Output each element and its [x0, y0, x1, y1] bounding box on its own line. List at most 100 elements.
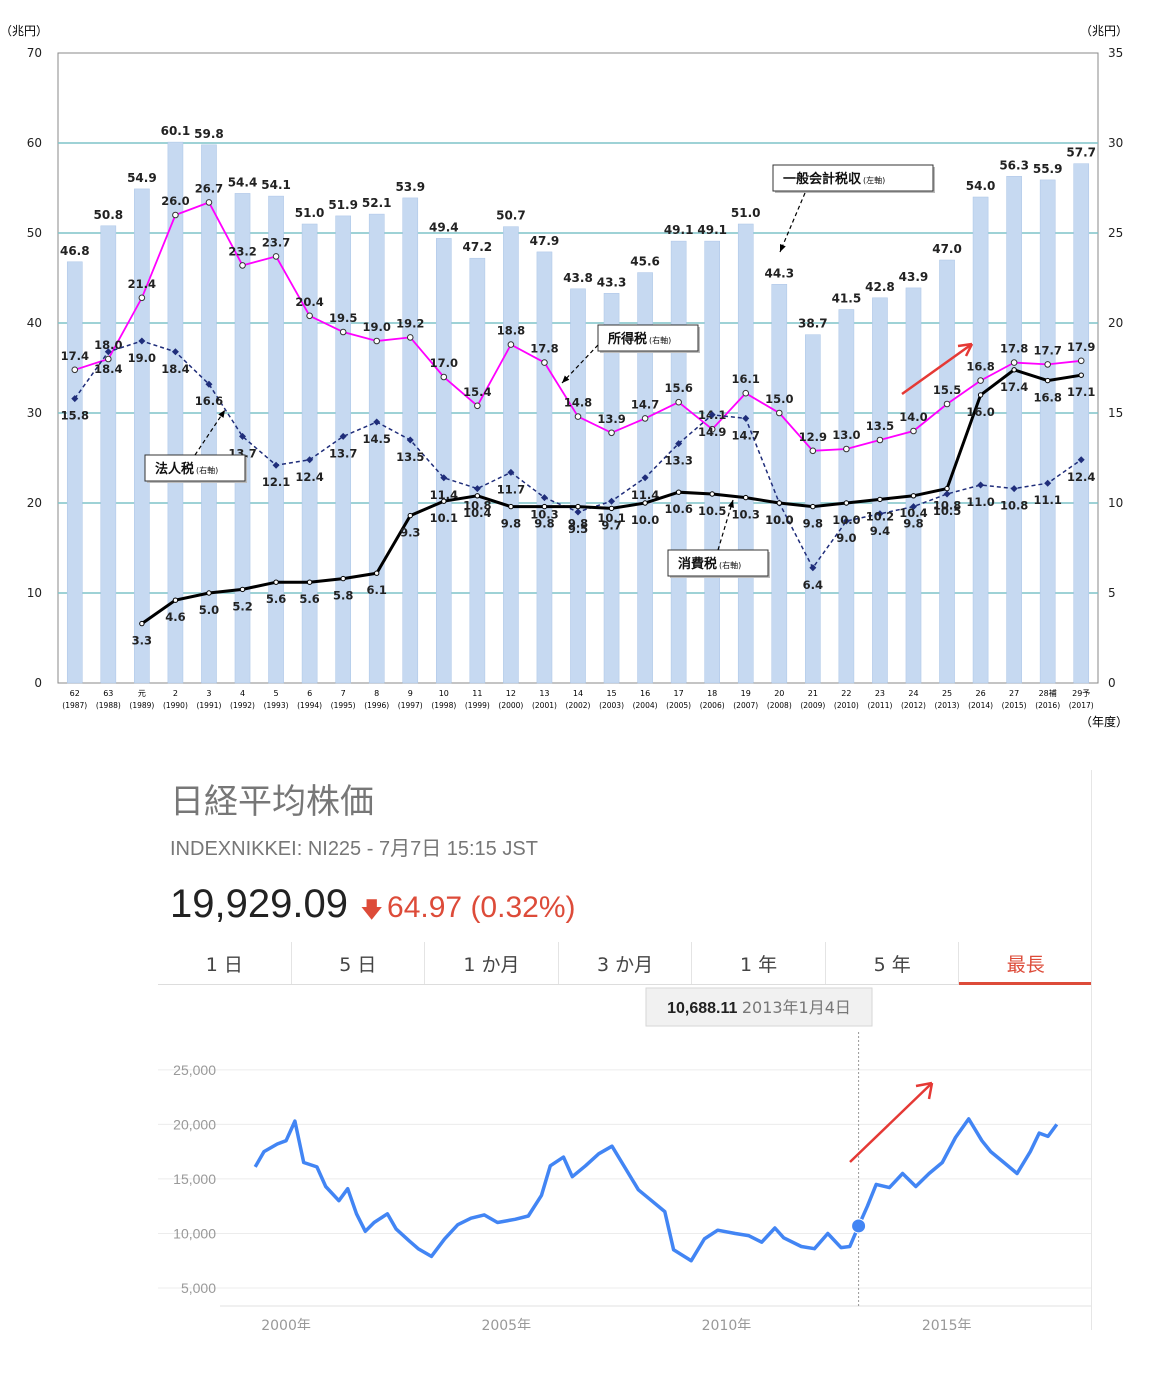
trend-arrowhead: [957, 342, 974, 357]
corp-tax-point: [339, 432, 347, 440]
income-tax-point: [641, 415, 649, 422]
series-value-label: 11.4: [430, 488, 458, 502]
tab-5y[interactable]: 5 年: [826, 942, 960, 984]
revenue-bar-label: 44.3: [764, 266, 794, 280]
series-value-label: 10.2: [866, 509, 894, 523]
revenue-bar-label: 45.6: [630, 255, 660, 269]
x-tick-era: 28補: [1039, 688, 1057, 698]
nikkei-highlight-dot: [851, 1218, 867, 1234]
series-value-label: 16.8: [1033, 391, 1061, 405]
income-tax-point: [474, 402, 481, 410]
nikkei-tooltip-text: 10,688.11 2013年1月4日: [667, 998, 851, 1017]
income-tax-point: [272, 253, 280, 260]
consumption-tax-point: [474, 493, 481, 499]
consumption-tax-point: [239, 586, 246, 593]
tab-1y[interactable]: 1 年: [692, 942, 826, 984]
consumption-tax-point: [340, 575, 346, 582]
revenue-bar: [603, 293, 620, 684]
revenue-bar-label: 53.9: [395, 180, 425, 194]
consumption-tax-point: [709, 491, 715, 497]
series-value-label: 13.0: [832, 428, 860, 442]
x-tick-year: (2012): [901, 701, 926, 710]
left-tick-label: 10: [27, 586, 42, 600]
left-tick-label: 0: [34, 676, 42, 690]
series-value-label: 5.8: [333, 589, 353, 603]
corp-tax-point: [239, 432, 247, 440]
tab-5d[interactable]: 5 日: [292, 942, 426, 984]
annotation-arrowhead: [562, 375, 570, 383]
revenue-bar: [201, 144, 217, 684]
revenue-bar: [368, 213, 385, 684]
nikkei-x-tick: 2000年: [261, 1318, 311, 1330]
tab-3m[interactable]: 3 か月: [559, 942, 693, 984]
x-tick-era: 10: [439, 689, 449, 698]
corp-tax-point: [540, 494, 548, 502]
consumption-tax-point: [675, 489, 682, 495]
revenue-bar-label: 50.8: [94, 208, 124, 222]
series-value-label: 19.5: [329, 311, 357, 325]
series-value-label: 12.9: [799, 430, 827, 444]
series-value-label: 17.1: [1067, 385, 1095, 399]
series-value-label: 13.7: [329, 446, 357, 460]
x-tick-year: (2007): [733, 701, 758, 710]
income-tax-point: [541, 359, 548, 366]
series-value-label: 9.5: [568, 522, 588, 536]
x-tick-era: 19: [741, 689, 751, 698]
revenue-bar: [536, 251, 553, 684]
consumption-tax-point: [575, 503, 581, 510]
corp-tax-point: [1010, 485, 1018, 493]
income-tax-point: [943, 400, 951, 408]
consumption-tax-point: [944, 485, 950, 492]
consumption-tax-point: [608, 505, 615, 512]
series-value-label: 11.0: [966, 495, 994, 509]
x-tick-year: (2010): [834, 701, 859, 710]
series-value-label: 3.3: [132, 634, 152, 648]
annotation-box: [772, 164, 934, 192]
nikkei-price: 19,929.09: [170, 882, 348, 926]
x-tick-era: 62: [70, 689, 80, 698]
series-value-label: 9.8: [803, 517, 823, 531]
revenue-bar: [737, 223, 754, 684]
series-value-label: 10.3: [530, 508, 558, 522]
left-tick-label: 70: [27, 46, 42, 60]
series-value-label: 19.0: [363, 320, 391, 334]
income-tax-point: [1077, 357, 1085, 365]
annotation-label: 法人税: [155, 461, 194, 477]
income-tax-point: [910, 427, 917, 435]
annotation-leader: [194, 409, 226, 456]
income-tax-point: [775, 409, 783, 417]
income-tax-point: [809, 447, 817, 455]
series-value-label: 26.0: [161, 194, 189, 208]
nikkei-line: [253, 1117, 1059, 1263]
x-tick-year: (2005): [666, 701, 691, 710]
revenue-bar: [905, 287, 922, 684]
revenue-bar: [469, 257, 486, 684]
tab-max[interactable]: 最長: [959, 942, 1092, 985]
revenue-bar-label: 54.4: [228, 175, 258, 189]
corp-tax-point: [641, 474, 649, 482]
panel-right-border: [1091, 770, 1092, 1330]
corp-tax-point: [842, 517, 850, 525]
consumption-tax-point: [306, 579, 313, 585]
x-tick-era: 7: [341, 689, 346, 698]
consumption-tax-point: [810, 503, 816, 510]
x-tick-era: 6: [307, 689, 312, 698]
series-value-label: 14.0: [899, 410, 927, 424]
revenue-bar: [838, 309, 855, 684]
x-tick-year: (1990): [163, 701, 188, 710]
annotation-leader: [779, 192, 806, 253]
annotation-axis-note: (右軸): [719, 560, 741, 570]
tab-1m[interactable]: 1 か月: [425, 942, 559, 984]
tab-1d[interactable]: 1 日: [158, 942, 292, 984]
income-tax-point: [306, 312, 313, 320]
income-tax-point: [507, 341, 515, 348]
series-value-label: 13.5: [866, 419, 894, 433]
left-tick-label: 30: [27, 406, 42, 420]
tooltip-value: 10,688.11: [667, 1000, 742, 1017]
x-tick-era: 21: [808, 689, 818, 698]
revenue-bar: [771, 284, 788, 684]
x-tick-year: (1998): [431, 701, 456, 710]
revenue-bar-label: 54.9: [127, 171, 157, 185]
corp-tax-point: [373, 418, 381, 426]
nikkei-x-tick: 2005年: [481, 1318, 531, 1330]
